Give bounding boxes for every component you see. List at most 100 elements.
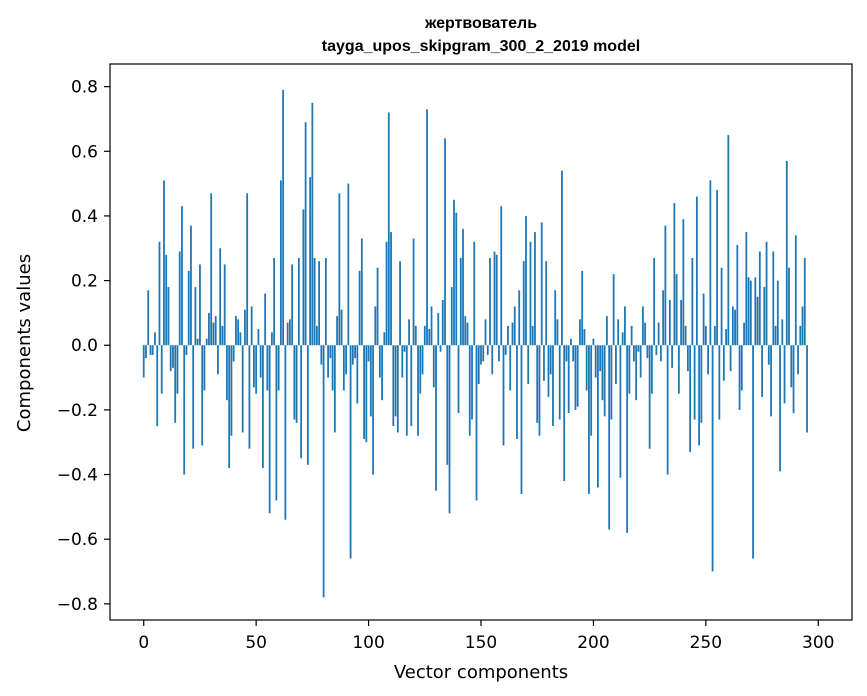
bar-86 bbox=[336, 316, 338, 346]
bar-87 bbox=[338, 193, 341, 346]
bar-144 bbox=[466, 322, 469, 346]
bar-67 bbox=[293, 345, 296, 420]
bar-280 bbox=[772, 251, 775, 346]
bar-17 bbox=[181, 206, 183, 346]
bar-109 bbox=[387, 112, 390, 346]
bar-189 bbox=[567, 345, 570, 414]
bar-260 bbox=[727, 135, 730, 346]
bar-119 bbox=[410, 345, 413, 427]
bar-79 bbox=[320, 345, 323, 365]
bar-246 bbox=[695, 196, 698, 346]
bar-228 bbox=[655, 345, 658, 355]
bar-253 bbox=[711, 345, 714, 572]
bar-215 bbox=[626, 345, 629, 533]
bar-76 bbox=[313, 257, 316, 346]
bar-100 bbox=[367, 345, 370, 362]
bar-268 bbox=[745, 232, 748, 346]
bar-248 bbox=[700, 345, 703, 423]
bar-54 bbox=[264, 293, 267, 346]
bar-153 bbox=[486, 345, 489, 355]
bar-95 bbox=[356, 345, 359, 404]
bar-123 bbox=[419, 345, 422, 394]
bar-135 bbox=[446, 345, 449, 465]
bar-161 bbox=[504, 345, 507, 355]
bar-195 bbox=[581, 270, 584, 346]
bar-265 bbox=[738, 345, 741, 410]
bar-236 bbox=[673, 203, 676, 346]
bar-170 bbox=[525, 215, 527, 346]
bar-68 bbox=[295, 345, 298, 423]
x-tick-label-150: 150 bbox=[465, 633, 497, 653]
bar-125 bbox=[423, 325, 426, 346]
bar-212 bbox=[619, 345, 622, 478]
chart-title-line1: жертвователь bbox=[424, 15, 537, 32]
bar-252 bbox=[709, 180, 712, 346]
bar-289 bbox=[792, 345, 795, 414]
bar-235 bbox=[671, 345, 674, 368]
bar-191 bbox=[572, 345, 575, 362]
bar-5 bbox=[154, 332, 156, 346]
bar-63 bbox=[284, 345, 287, 520]
bar-70 bbox=[300, 345, 303, 459]
bar-282 bbox=[776, 280, 779, 346]
bar-35 bbox=[221, 325, 224, 346]
y-tick-label-0: −0.8 bbox=[57, 595, 98, 615]
bar-211 bbox=[617, 319, 620, 346]
bar-138 bbox=[453, 199, 455, 346]
bar-45 bbox=[244, 309, 246, 346]
bar-130 bbox=[435, 345, 437, 491]
bar-106 bbox=[381, 345, 383, 401]
bar-145 bbox=[468, 345, 471, 436]
bar-188 bbox=[565, 345, 568, 362]
bar-112 bbox=[394, 345, 397, 417]
bar-98 bbox=[363, 345, 365, 439]
bar-292 bbox=[799, 325, 802, 346]
bar-49 bbox=[253, 345, 255, 388]
bar-134 bbox=[444, 138, 446, 346]
bar-210 bbox=[615, 345, 617, 385]
bar-77 bbox=[315, 325, 318, 346]
bar-122 bbox=[417, 345, 419, 436]
bar-115 bbox=[401, 345, 404, 378]
bar-146 bbox=[471, 345, 473, 420]
x-tick-label-250: 250 bbox=[690, 633, 722, 653]
bar-176 bbox=[538, 345, 541, 436]
bar-117 bbox=[405, 345, 408, 436]
bar-190 bbox=[570, 338, 572, 346]
bar-111 bbox=[392, 345, 395, 427]
y-tick-label-8: 0.8 bbox=[71, 78, 98, 98]
bar-174 bbox=[534, 232, 536, 346]
bar-238 bbox=[677, 345, 680, 394]
bar-43 bbox=[239, 332, 242, 346]
y-tick-label-3: −0.2 bbox=[57, 401, 98, 421]
bar-221 bbox=[639, 345, 642, 378]
bar-52 bbox=[259, 345, 262, 378]
bar-196 bbox=[583, 329, 586, 346]
bar-126 bbox=[426, 109, 428, 346]
bar-186 bbox=[561, 170, 563, 346]
bar-108 bbox=[385, 241, 388, 346]
bar-173 bbox=[531, 325, 534, 346]
bar-46 bbox=[246, 193, 249, 346]
bar-19 bbox=[185, 345, 188, 355]
bar-204 bbox=[601, 345, 604, 401]
bar-175 bbox=[536, 345, 539, 423]
bar-103 bbox=[374, 306, 377, 346]
bar-101 bbox=[369, 345, 372, 417]
bar-151 bbox=[482, 345, 485, 362]
bar-157 bbox=[495, 254, 498, 346]
bar-33 bbox=[217, 345, 219, 375]
bar-288 bbox=[790, 345, 793, 388]
bar-140 bbox=[457, 345, 460, 414]
bar-217 bbox=[630, 325, 633, 346]
bar-232 bbox=[664, 225, 667, 346]
bar-139 bbox=[455, 212, 458, 346]
bar-83 bbox=[329, 345, 332, 359]
x-tick-label-200: 200 bbox=[577, 633, 609, 653]
bar-276 bbox=[763, 287, 766, 346]
bar-82 bbox=[327, 345, 329, 378]
bar-74 bbox=[309, 177, 312, 346]
bar-294 bbox=[803, 257, 806, 346]
bar-9 bbox=[163, 180, 165, 346]
bar-197 bbox=[585, 345, 588, 391]
